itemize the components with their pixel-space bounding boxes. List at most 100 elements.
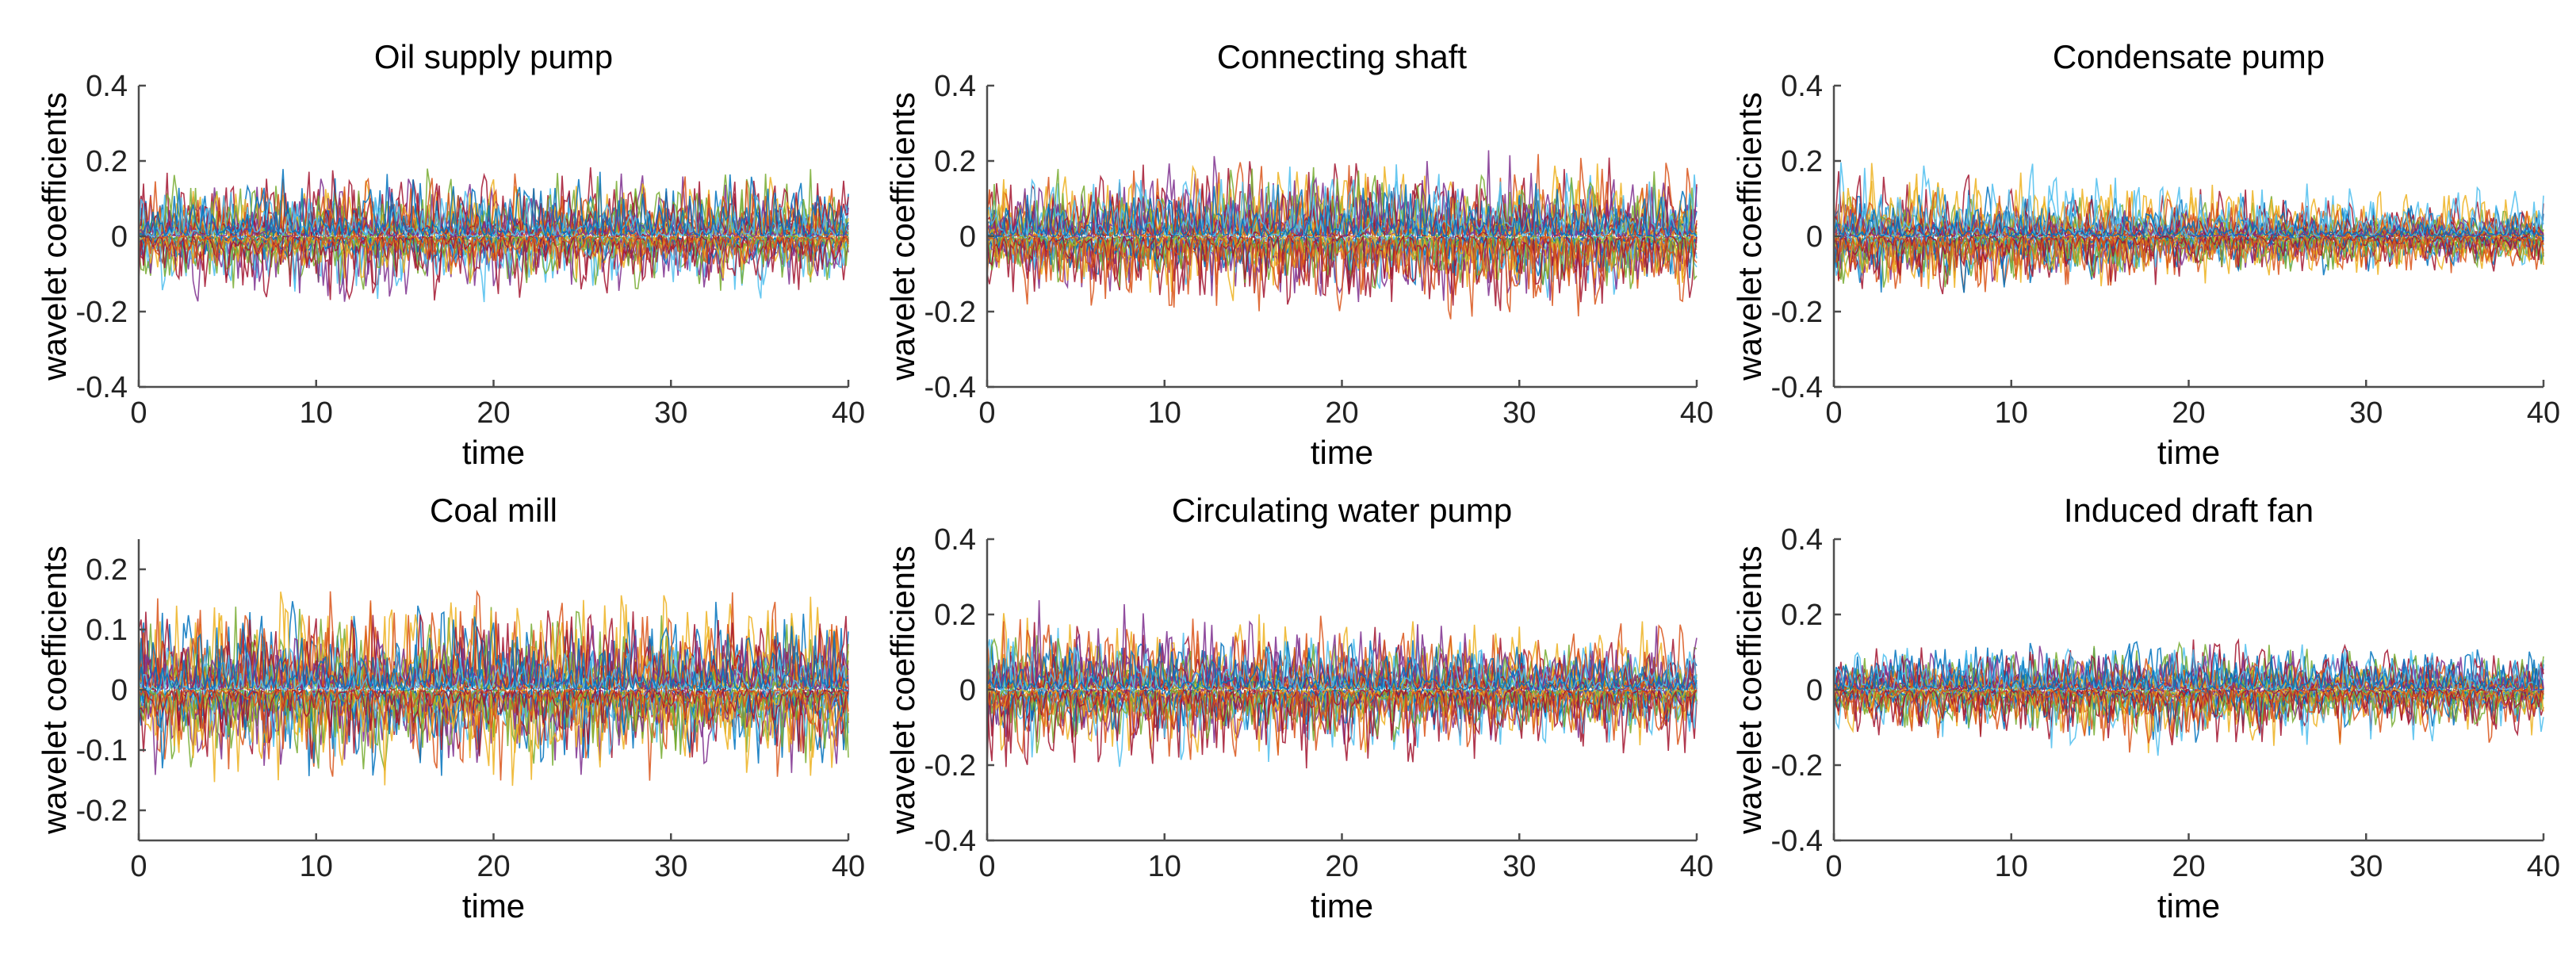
y-tick-label: 0.4 [1781,523,1823,557]
x-tick-label: 0 [130,850,147,883]
series-trace [1833,655,2544,693]
y-tick-label: 0.4 [934,70,976,103]
y-tick-label: 0 [959,220,976,254]
y-tick-label: 0 [1806,220,1823,254]
series-trace [986,649,1698,692]
y-tick-label: -0.4 [1771,371,1823,404]
series-trace [986,687,1698,760]
series-trace [986,599,1698,692]
y-tick-label: 0 [1806,674,1823,707]
x-tick-label: 10 [1148,396,1181,430]
x-axis-label: time [2157,887,2220,924]
y-tick-label: -0.4 [924,825,976,858]
subplot-4: Coal mill 0 10 20 30 40 -0.2 -0.1 0 0.1 0.2 time wav… [36,492,865,924]
y-axis-label: wavelet coefficients [36,92,73,381]
y-axis-label: wavelet coefficients [884,92,921,381]
x-tick-label: 10 [1995,396,2028,430]
series-trace [1833,233,2544,288]
x-axis-label: time [1311,887,1373,924]
series-trace [1833,658,2544,692]
subplot-title: Oil supply pump [374,38,613,75]
y-tick-label: -0.2 [1771,749,1823,783]
series-trace [138,687,849,729]
x-tick-label: 30 [654,396,687,430]
y-tick-label: 0.2 [1781,145,1823,178]
y-axis-label: wavelet coefficients [1731,545,1768,834]
y-tick-label: 0.2 [86,553,128,587]
series-trace [986,234,1698,320]
y-axis-label: wavelet coefficients [1731,92,1768,381]
subplot-title: Condensate pump [2053,38,2325,75]
series-trace [138,205,849,239]
x-tick-label: 30 [1502,396,1536,430]
y-tick-label: 0.4 [934,523,976,557]
x-tick-label: 0 [1825,396,1842,430]
x-tick-label: 10 [1148,850,1181,883]
series-trace [138,647,849,692]
x-tick-label: 0 [1825,850,1842,883]
series-trace [1833,207,2544,239]
y-tick-label: 0 [111,674,128,707]
y-tick-label: -0.2 [76,296,128,329]
x-tick-label: 40 [2527,396,2560,430]
series-trace [138,614,849,692]
x-tick-label: 20 [2172,396,2205,430]
subplot-title: Connecting shaft [1217,38,1468,75]
x-tick-label: 40 [2527,850,2560,883]
series-trace [986,615,1698,692]
subplot-2: Connecting shaft 0 10 20 30 40 -0.4 -0.2 0 0.2 0.4… [884,38,1713,471]
y-tick-label: 0.2 [86,145,128,178]
x-tick-label: 30 [2349,396,2383,430]
series-trace [986,687,1698,754]
series-trace [1833,643,2544,693]
x-tick-label: 0 [978,850,995,883]
series-trace [986,163,1698,239]
series-trace [138,687,849,737]
series-trace [1833,191,2544,239]
x-tick-label: 10 [300,396,333,430]
y-tick-label: -0.4 [76,371,128,404]
y-tick-label: 0.4 [1781,70,1823,103]
series-trace [138,687,849,787]
subplot-title: Coal mill [430,492,557,529]
x-tick-label: 40 [832,850,865,883]
series-trace [986,183,1698,239]
y-tick-label: -0.2 [924,296,976,329]
x-tick-label: 30 [2349,850,2383,883]
series-trace [986,234,1698,289]
series-trace [1833,687,2544,746]
subplot-title: Circulating water pump [1172,492,1513,529]
y-tick-label: 0 [111,220,128,254]
y-tick-label: 0 [959,674,976,707]
x-tick-label: 20 [477,396,510,430]
x-tick-label: 30 [654,850,687,883]
x-tick-label: 40 [832,396,865,430]
y-tick-label: -0.2 [924,749,976,783]
x-tick-label: 40 [1680,850,1713,883]
x-tick-label: 20 [1325,396,1358,430]
y-tick-label: 0.2 [934,145,976,178]
x-axis-label: time [1311,434,1373,471]
x-tick-label: 20 [2172,850,2205,883]
subplot-5: Circulating water pump 0 10 20 30 40 -0.4 -0.2 0… [884,492,1713,924]
x-axis-label: time [2157,434,2220,471]
series-trace [1833,234,2544,281]
x-axis-label: time [462,887,525,924]
x-axis-label: time [462,434,525,471]
y-tick-label: -0.1 [76,734,128,768]
x-tick-label: 0 [130,396,147,430]
series-trace [1833,687,2544,733]
y-tick-label: 0.1 [86,614,128,647]
x-tick-label: 30 [1502,850,1536,883]
x-tick-label: 40 [1680,396,1713,430]
y-tick-label: -0.4 [924,371,976,404]
series-trace [1833,687,2544,725]
series-trace [138,234,849,267]
y-tick-label: -0.2 [1771,296,1823,329]
y-tick-label: 0.4 [86,70,128,103]
subplot-1: Oil supply pump 0 10 20 30 40 -0.4 -0.2 0 0.2 0.4 t… [36,38,865,471]
subplot-6: Induced draft fan 0 10 20 30 40 -0.4 -0.2 0 0.2 0.… [1731,492,2560,924]
y-axis-label: wavelet coefficients [884,545,921,834]
x-tick-label: 20 [477,850,510,883]
